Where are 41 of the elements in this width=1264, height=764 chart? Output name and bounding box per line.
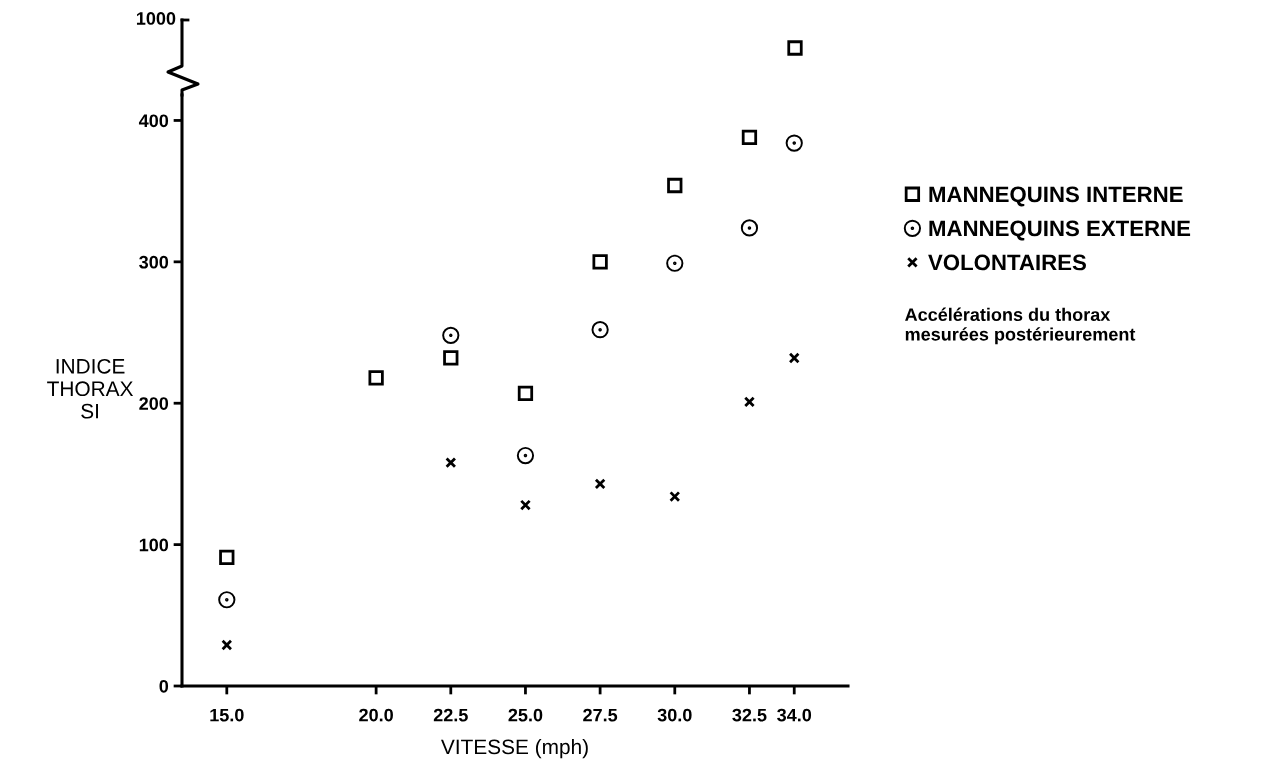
text: Accélérations du thorax mesurées postérieurement [905,307,1136,345]
y-tick-label: 400 [138,114,169,128]
point [442,326,460,344]
point [594,478,606,490]
point [788,352,800,364]
x-tick-label: 32.5 [732,708,767,722]
point [592,254,608,270]
point [741,129,758,146]
x-axis-title: VITESSE (mph) [441,738,588,759]
point [591,321,609,339]
legend-label: VOLONTAIRES [928,254,1086,271]
point [519,499,532,511]
point [445,457,457,469]
point [368,370,384,386]
text: 1000 [136,12,176,25]
y-tick-label: 100 [139,538,169,552]
point [785,134,803,152]
point [517,385,534,401]
point [669,490,681,503]
y-tick-label: 0 [159,679,169,693]
point [666,254,684,272]
legend-label: MANNEQUINS INTERNE [929,186,1183,207]
x-tick-label: 30.0 [657,708,692,722]
x-tick-label: 27.5 [583,708,618,722]
y-axis-title: INDICE THORAX SI [47,358,134,419]
x-tick-label: 20.0 [359,708,393,722]
point [743,396,755,408]
point [740,219,759,237]
y-tick-label: 300 [139,255,169,269]
point [219,549,235,565]
legend-label: MANNEQUINS EXTERNE [929,220,1191,241]
x-tick-label: 15.0 [210,708,244,722]
x-tick-label: 25.0 [508,708,543,722]
point [443,350,459,366]
point [218,591,236,609]
point [667,177,683,194]
point [516,446,535,465]
y-tick-label: 200 [139,397,169,410]
x-tick-label: 34.0 [777,708,812,722]
point [221,639,233,651]
x-tick-label: 22.5 [433,708,468,722]
